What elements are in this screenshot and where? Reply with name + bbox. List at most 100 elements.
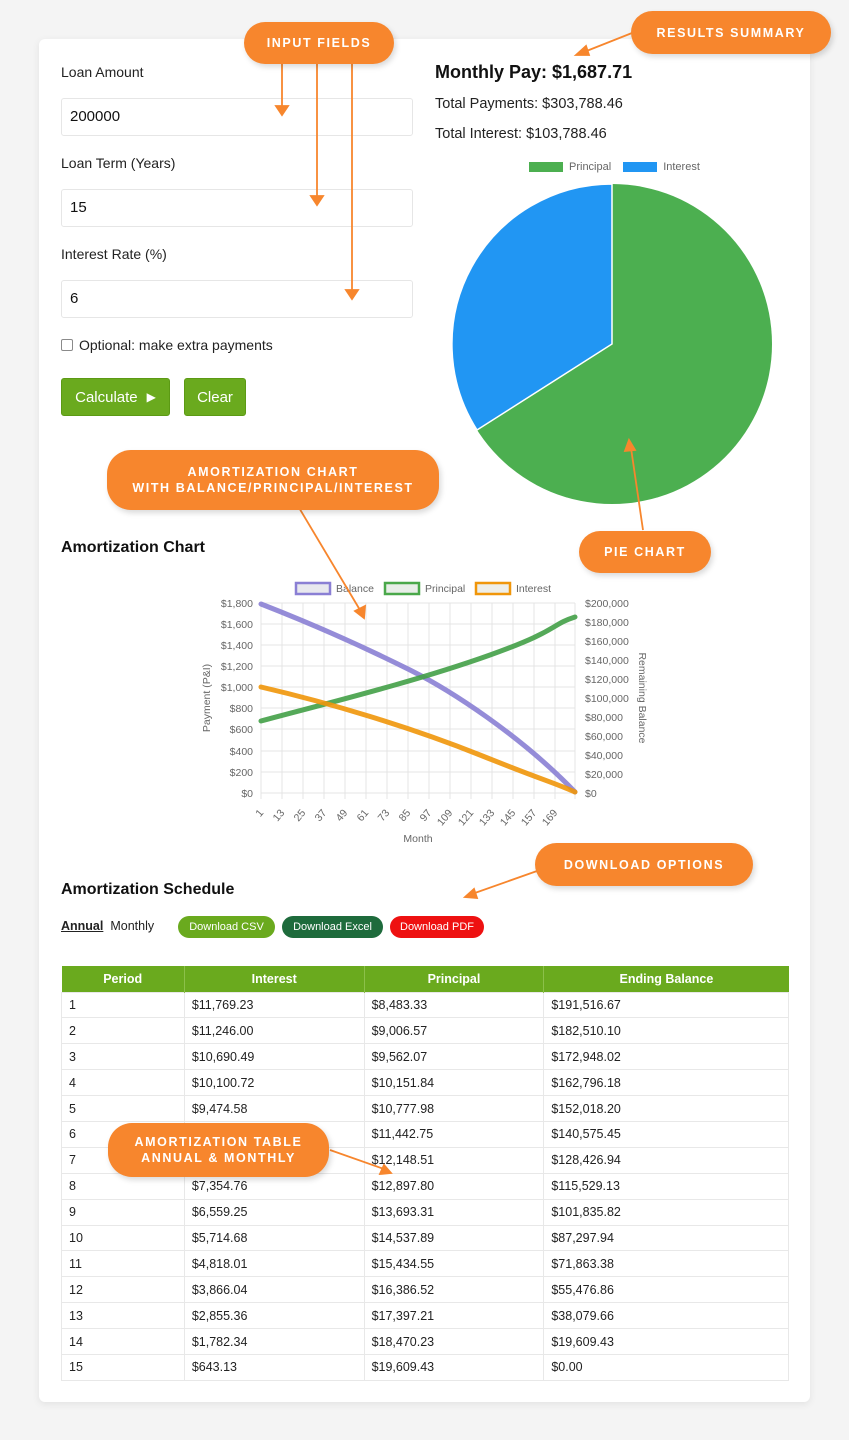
svg-text:$140,000: $140,000 (585, 655, 629, 667)
interest-rate-input[interactable]: 6 (61, 280, 413, 318)
svg-text:73: 73 (376, 807, 393, 824)
svg-text:$200,000: $200,000 (585, 598, 629, 610)
cell-interest: $10,100.72 (183, 1069, 365, 1097)
y2-axis-label: Remaining Balance (636, 652, 648, 743)
svg-text:$600: $600 (230, 724, 254, 736)
cell-ending-balance: $38,079.66 (543, 1302, 789, 1330)
cell-period: 15 (61, 1353, 185, 1381)
svg-text:121: 121 (456, 807, 477, 828)
cell-period: 3 (61, 1043, 185, 1071)
svg-text:133: 133 (477, 807, 498, 828)
cell-interest: $11,769.23 (183, 991, 365, 1019)
download-excel-button[interactable]: Download Excel (282, 916, 383, 938)
cell-ending-balance: $19,609.43 (543, 1328, 789, 1355)
svg-text:$80,000: $80,000 (585, 712, 623, 724)
svg-text:97: 97 (418, 807, 435, 824)
tab-annual[interactable]: Annual (61, 919, 104, 933)
cell-principal: $9,006.57 (363, 1017, 545, 1045)
cell-ending-balance: $182,510.10 (543, 1017, 789, 1045)
cell-interest: $2,855.36 (183, 1302, 365, 1330)
principal-swatch[interactable] (529, 162, 563, 172)
cell-period: 8 (61, 1172, 185, 1200)
cell-period: 10 (61, 1224, 185, 1252)
svg-text:$60,000: $60,000 (585, 731, 623, 743)
download-pdf-button[interactable]: Download PDF (390, 916, 484, 938)
cell-interest: $643.13 (183, 1353, 365, 1381)
svg-text:157: 157 (519, 807, 540, 828)
cell-principal: $8,483.33 (363, 991, 545, 1019)
callout-amortization-chart: AMORTIZATION CHART WITH BALANCE/PRINCIPA… (107, 450, 439, 510)
col-interest: Interest (184, 966, 365, 992)
svg-text:$800: $800 (230, 703, 254, 715)
cell-interest: $11,246.00 (183, 1017, 365, 1045)
svg-text:$160,000: $160,000 (585, 636, 629, 648)
svg-text:145: 145 (498, 807, 519, 828)
cell-principal: $18,470.23 (363, 1328, 545, 1355)
interest-line (258, 684, 578, 795)
svg-text:$40,000: $40,000 (585, 750, 623, 762)
svg-text:49: 49 (334, 807, 351, 824)
cell-principal: $17,397.21 (363, 1302, 545, 1330)
legend-balance: Balance (336, 583, 374, 595)
table-row: 8 $7,354.76 $12,897.80 $115,529.13 (61, 1172, 789, 1200)
extra-payments-checkbox[interactable] (61, 339, 73, 351)
cell-period: 1 (61, 991, 185, 1019)
total-payments: Total Payments: $303,788.46 (435, 96, 623, 112)
cell-principal: $14,537.89 (363, 1224, 545, 1252)
cell-interest: $4,818.01 (183, 1250, 365, 1278)
cell-interest: $6,559.25 (183, 1198, 365, 1226)
callout-input-fields: INPUT FIELDS (244, 22, 394, 64)
col-period: Period (61, 966, 185, 992)
y-axis-label: Payment (P&I) (201, 664, 213, 732)
cell-period: 2 (61, 1017, 185, 1045)
table-row: 15 $643.13 $19,609.43 $0.00 (61, 1353, 789, 1381)
svg-text:$180,000: $180,000 (585, 617, 629, 629)
loan-amount-label: Loan Amount (61, 64, 144, 80)
clear-button[interactable]: Clear (184, 378, 246, 416)
cell-ending-balance: $140,575.45 (543, 1120, 789, 1148)
svg-text:$120,000: $120,000 (585, 674, 629, 686)
cell-period: 9 (61, 1198, 185, 1226)
amortization-chart-title: Amortization Chart (61, 539, 205, 556)
download-csv-button[interactable]: Download CSV (178, 916, 275, 938)
table-header-row: Period Interest Principal Ending Balance (61, 966, 789, 992)
balance-line (258, 601, 578, 795)
cell-period: 12 (61, 1276, 185, 1304)
pie-legend: Principal Interest (529, 161, 700, 173)
cell-period: 5 (61, 1095, 185, 1122)
svg-text:$1,200: $1,200 (221, 661, 253, 673)
cell-principal: $10,151.84 (363, 1069, 545, 1097)
loan-term-input[interactable]: 15 (61, 189, 413, 227)
svg-text:$400: $400 (230, 746, 254, 758)
legend-principal: Principal (425, 583, 465, 595)
schedule-tabs: Annual Monthly (61, 919, 154, 933)
cell-principal: $15,434.55 (363, 1250, 545, 1278)
table-row: 3 $10,690.49 $9,562.07 $172,948.02 (61, 1043, 789, 1071)
svg-text:$1,000: $1,000 (221, 682, 253, 694)
pie-legend-principal: Principal (569, 161, 612, 173)
cell-ending-balance: $172,948.02 (543, 1043, 789, 1071)
table-row: 9 $6,559.25 $13,693.31 $101,835.82 (61, 1198, 789, 1226)
schedule-title: Amortization Schedule (61, 881, 235, 898)
calculate-label: Calculate (75, 388, 138, 406)
table-row: 14 $1,782.34 $18,470.23 $19,609.43 (61, 1328, 789, 1355)
interest-swatch[interactable] (623, 162, 658, 172)
table-row: 4 $10,100.72 $10,151.84 $162,796.18 (61, 1069, 789, 1097)
extra-payments-row[interactable]: Optional: make extra payments (61, 337, 273, 353)
svg-text:$0: $0 (241, 788, 253, 800)
pie-chart (451, 183, 772, 504)
col-ending-balance: Ending Balance (543, 966, 789, 992)
svg-text:169: 169 (540, 807, 561, 828)
cell-ending-balance: $87,297.94 (543, 1224, 789, 1252)
calculate-button[interactable]: Calculate ▶ (61, 378, 170, 416)
loan-amount-input[interactable]: 200000 (61, 98, 413, 136)
cell-interest: $9,474.58 (183, 1095, 365, 1122)
cell-period: 4 (61, 1069, 185, 1097)
svg-text:61: 61 (355, 807, 372, 824)
cell-ending-balance: $191,516.67 (543, 991, 789, 1019)
total-interest: Total Interest: $103,788.46 (435, 126, 607, 142)
tab-monthly[interactable]: Monthly (110, 919, 155, 933)
svg-text:13: 13 (271, 807, 288, 824)
svg-text:$0: $0 (585, 788, 597, 800)
cell-principal: $12,148.51 (363, 1146, 545, 1174)
